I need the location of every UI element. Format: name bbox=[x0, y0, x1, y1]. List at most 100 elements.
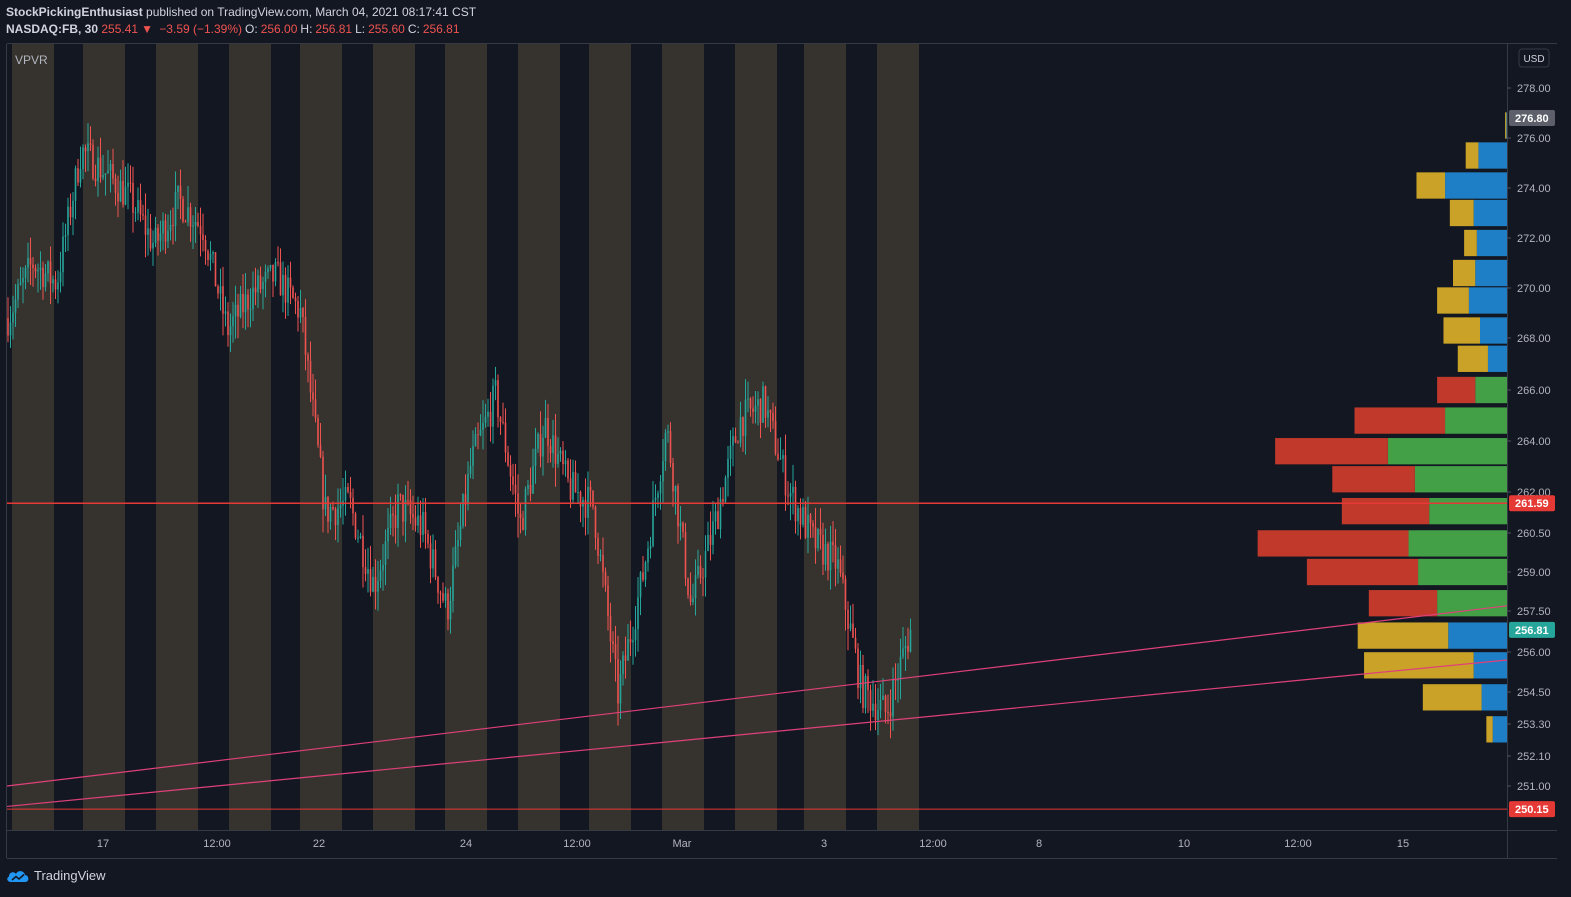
candle-body bbox=[879, 699, 882, 711]
candle-body bbox=[789, 492, 792, 497]
candle-body bbox=[892, 679, 894, 717]
author-name[interactable]: StockPickingEnthusiast bbox=[6, 5, 143, 19]
candle-body bbox=[824, 543, 827, 565]
candle-body bbox=[807, 514, 809, 538]
vp-up-bar bbox=[1487, 345, 1507, 372]
candle-body bbox=[114, 178, 117, 193]
candle-body bbox=[747, 398, 749, 400]
candle-body bbox=[829, 541, 832, 571]
candle-body bbox=[92, 144, 94, 179]
candle-body bbox=[152, 242, 154, 249]
vp-down-bar bbox=[1449, 199, 1474, 227]
candle-body bbox=[172, 224, 174, 226]
candle-body bbox=[417, 515, 419, 526]
candle-body bbox=[422, 511, 424, 535]
candle-body bbox=[67, 206, 69, 236]
x-tick-label: 10 bbox=[1178, 838, 1190, 850]
candle-body bbox=[672, 462, 674, 492]
candle-body bbox=[864, 676, 867, 708]
open-label: O: bbox=[245, 22, 258, 36]
vp-down-bar bbox=[1357, 622, 1449, 649]
candle-body bbox=[712, 521, 714, 545]
trendline-2[interactable] bbox=[6, 659, 1508, 808]
candle-body bbox=[637, 597, 639, 630]
candle-body bbox=[39, 267, 42, 271]
candle-body bbox=[884, 695, 887, 712]
trendline-1[interactable] bbox=[6, 605, 1508, 787]
candle-body bbox=[227, 311, 229, 336]
candle-body bbox=[182, 198, 184, 222]
candle-body bbox=[487, 411, 489, 417]
currency-button[interactable] bbox=[1518, 48, 1550, 68]
candle-body bbox=[177, 185, 179, 192]
x-tick-label: Mar bbox=[673, 838, 692, 850]
candle-body bbox=[614, 644, 617, 660]
candle-body bbox=[437, 577, 439, 593]
candle-body bbox=[314, 399, 317, 419]
x-tick-label: 12:00 bbox=[1284, 838, 1312, 850]
candle-body bbox=[802, 507, 804, 525]
session-band bbox=[877, 44, 919, 830]
candle-body bbox=[504, 422, 507, 453]
candle-body bbox=[242, 293, 244, 313]
candle-body bbox=[592, 490, 594, 507]
vp-up-bar bbox=[1387, 438, 1507, 465]
candle-body bbox=[127, 182, 129, 187]
candle-body bbox=[94, 178, 97, 182]
candle-body bbox=[427, 533, 429, 544]
y-tick-label: 257.50 bbox=[1517, 606, 1551, 618]
candle-body bbox=[877, 710, 879, 721]
candle-body bbox=[27, 258, 29, 268]
low-label: L: bbox=[355, 22, 366, 36]
candle-body bbox=[572, 472, 574, 500]
candle-body bbox=[199, 225, 202, 235]
candle-body bbox=[49, 261, 52, 284]
candle-body bbox=[529, 484, 532, 494]
candle-body bbox=[337, 508, 339, 526]
vp-down-bar bbox=[1486, 716, 1493, 743]
candle-body bbox=[394, 515, 397, 528]
candle-body bbox=[794, 486, 797, 522]
candle-body bbox=[539, 433, 542, 457]
candle-body bbox=[564, 460, 567, 465]
candle-body bbox=[552, 435, 554, 454]
candle-body bbox=[384, 541, 387, 565]
candle-body bbox=[104, 173, 107, 176]
candle-body bbox=[482, 422, 484, 430]
candle-body bbox=[554, 435, 557, 464]
candle-body bbox=[162, 220, 164, 234]
candle-body bbox=[474, 434, 477, 447]
candle-body bbox=[264, 271, 267, 282]
candle-body bbox=[357, 537, 359, 539]
candle-body bbox=[139, 200, 142, 215]
y-tick-label: 252.10 bbox=[1517, 751, 1551, 763]
candle-body bbox=[467, 473, 469, 505]
x-tick-label: 22 bbox=[313, 838, 325, 850]
candle-body bbox=[24, 267, 27, 278]
candle-body bbox=[37, 270, 39, 272]
vp-up-bar bbox=[1475, 376, 1507, 404]
candle-body bbox=[882, 695, 884, 700]
y-tick-label: 264.00 bbox=[1517, 436, 1551, 448]
candle-body bbox=[809, 514, 812, 524]
candle-body bbox=[399, 494, 402, 496]
session-band bbox=[804, 44, 846, 830]
tradingview-brand[interactable]: TradingView bbox=[34, 868, 106, 883]
candle-body bbox=[542, 437, 544, 457]
candle-body bbox=[774, 420, 777, 454]
last-price: 255.41 bbox=[101, 22, 139, 36]
candle-body bbox=[187, 207, 189, 222]
candle-body bbox=[377, 580, 379, 592]
candle-body bbox=[447, 593, 449, 620]
candle-body bbox=[274, 262, 277, 282]
change-value: −3.59 (−1.39%) bbox=[159, 22, 243, 36]
candle-body bbox=[129, 182, 132, 184]
candle-body bbox=[887, 711, 889, 713]
candle-body bbox=[494, 380, 497, 386]
candle-body bbox=[74, 168, 77, 201]
candle-body bbox=[219, 286, 222, 294]
candle-body bbox=[607, 585, 609, 616]
candle-body bbox=[702, 577, 704, 579]
candle-body bbox=[29, 258, 32, 265]
